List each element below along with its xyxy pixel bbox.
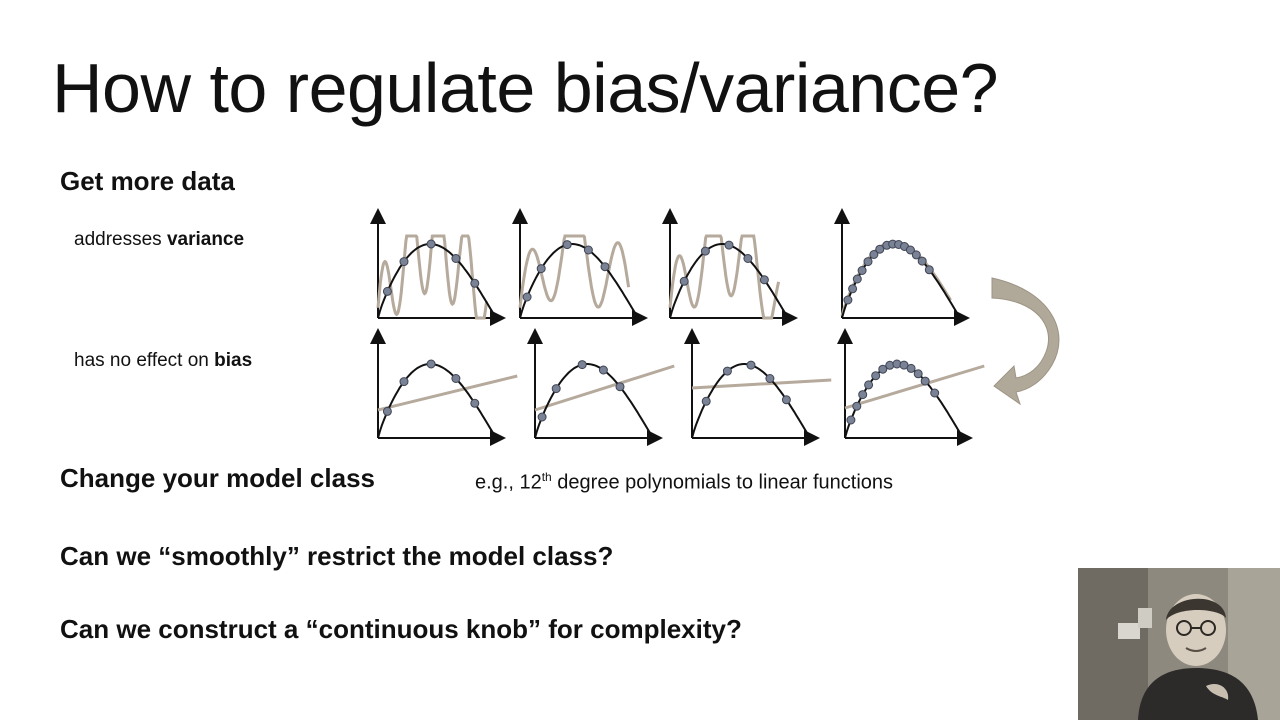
data-point (746, 360, 756, 370)
data-point (852, 401, 862, 411)
data-point (843, 295, 853, 305)
data-point (615, 382, 625, 392)
data-point (551, 384, 561, 394)
arrow-icon (991, 277, 1060, 406)
heading-change-model-class: Change your model class (60, 463, 375, 493)
label-addresses-text: addresses (74, 229, 167, 250)
data-point (924, 265, 934, 275)
question-smoothly: Can we “smoothly” restrict the model cla… (60, 541, 614, 571)
label-addresses-variance: addresses variance (74, 229, 244, 251)
data-point (913, 369, 923, 379)
data-point (920, 376, 930, 386)
data-point (701, 396, 711, 406)
data-point (852, 274, 862, 284)
data-point (451, 374, 461, 383)
data-point (759, 275, 769, 285)
data-point (451, 254, 461, 263)
data-point (600, 262, 610, 272)
data-point (522, 292, 532, 302)
data-point (470, 278, 480, 288)
data-point (846, 415, 856, 425)
fit-panel-1 (370, 208, 506, 326)
fit-panel-2 (512, 208, 648, 326)
data-point (537, 412, 547, 422)
data-point (871, 371, 881, 381)
data-point (864, 380, 874, 390)
fit-curve (377, 374, 518, 412)
data-point (899, 360, 909, 370)
data-point (906, 363, 916, 373)
label-variance-bold: variance (166, 229, 245, 250)
data-point (700, 246, 710, 256)
fit-panel-4 (834, 208, 970, 326)
fit-curve (376, 234, 489, 320)
label-no-effect-text: has no effect on (74, 350, 215, 371)
label-no-effect-bias: has no effect on bias (74, 350, 252, 372)
data-point (743, 254, 753, 263)
slide-title: How to regulate bias/variance? (52, 49, 999, 127)
presenter-image (1078, 568, 1280, 720)
true-curve (844, 363, 964, 439)
data-point (863, 257, 873, 267)
data-point (536, 264, 546, 274)
data-point (399, 377, 409, 387)
fit-panel-7 (684, 328, 832, 446)
data-point (848, 284, 858, 294)
fit-curve (534, 364, 675, 412)
heading-get-more-data: Get more data (60, 166, 235, 196)
presenter-webcam (1078, 568, 1280, 720)
data-point (426, 359, 436, 369)
fit-panel-6 (527, 328, 675, 446)
data-point (858, 390, 868, 400)
data-point (857, 266, 867, 275)
data-point (878, 364, 888, 374)
data-point (875, 244, 885, 254)
data-point (577, 360, 587, 370)
fit-curve (668, 234, 781, 320)
fit-curve (844, 364, 985, 410)
example-text: e.g., 12th degree polynomials to linear … (475, 470, 893, 495)
true-curve (534, 363, 654, 439)
data-point (869, 250, 879, 259)
fit-panel-3 (662, 208, 798, 326)
data-point (382, 286, 392, 296)
data-point (470, 398, 480, 408)
label-bias-bold: bias (214, 350, 253, 371)
example-sup: th (541, 470, 552, 484)
data-point (426, 239, 436, 249)
data-point (781, 395, 791, 405)
fit-panel-5 (370, 328, 518, 446)
data-point (911, 250, 921, 260)
question-continuous-knob: Can we construct a “continuous knob” for… (60, 614, 742, 644)
example-prefix: e.g., 12 (475, 471, 542, 494)
data-point (679, 276, 689, 286)
data-point (598, 365, 608, 375)
fit-curve (691, 378, 832, 390)
fit-panel-8 (837, 328, 985, 446)
data-point (399, 257, 409, 267)
data-point (917, 256, 927, 266)
data-point (382, 406, 392, 416)
fit-curve (518, 234, 631, 309)
data-point (583, 245, 593, 255)
data-point (562, 240, 572, 250)
data-point (905, 245, 915, 255)
data-point (765, 374, 775, 383)
example-suffix: degree polynomials to linear functions (551, 471, 894, 494)
data-point (724, 240, 734, 250)
data-point (722, 366, 732, 376)
data-point (930, 388, 940, 398)
